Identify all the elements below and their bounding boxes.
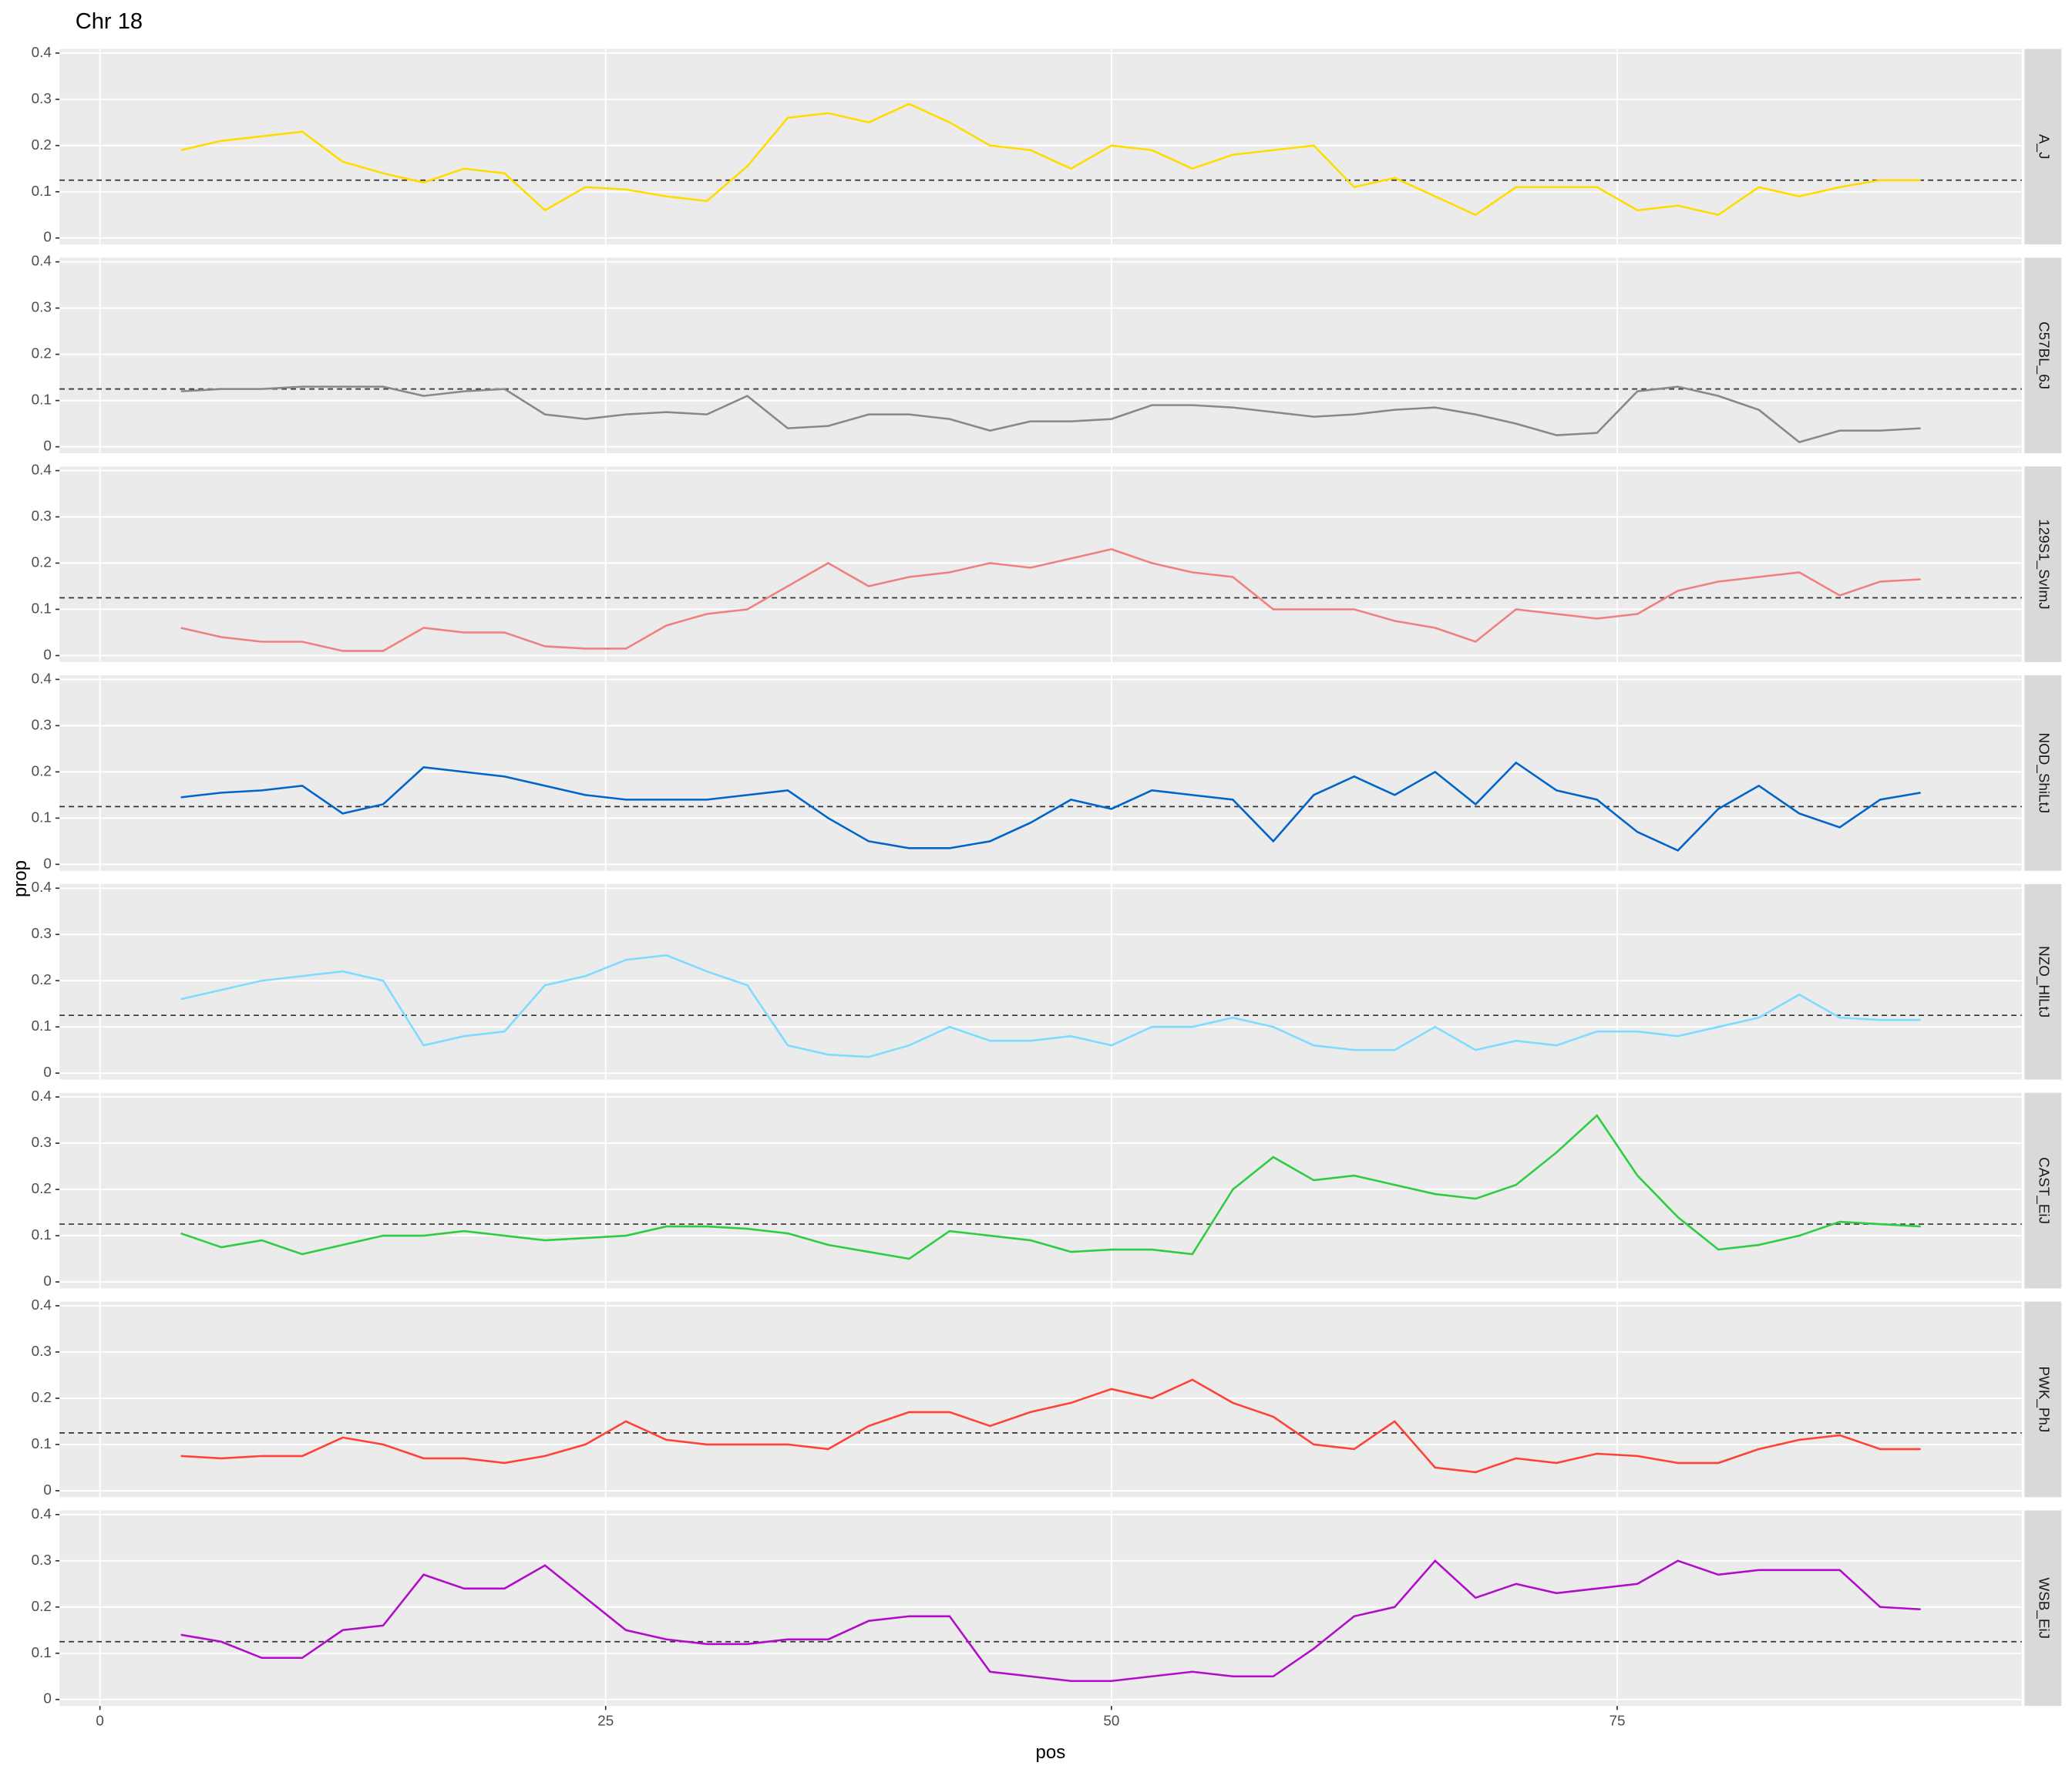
y-tick-label: 0.2 <box>32 136 52 153</box>
y-tick-label: 0 <box>43 1690 51 1707</box>
y-tick-label: 0.1 <box>32 392 52 408</box>
y-tick-label: 0 <box>43 646 51 662</box>
strip-label: NZO_HlLtJ <box>2035 946 2052 1018</box>
y-tick-label: 0.1 <box>32 1435 52 1451</box>
y-tick-label: 0.2 <box>32 1389 52 1405</box>
strip <box>2024 49 2062 245</box>
y-tick-label: 0.4 <box>32 1505 52 1522</box>
y-tick-label: 0.4 <box>32 879 52 895</box>
strip <box>2024 466 2062 662</box>
x-tick-label: 0 <box>96 1713 103 1729</box>
y-tick-label: 0.1 <box>32 1644 52 1660</box>
y-tick-label: 0.2 <box>32 971 52 987</box>
strip <box>2024 1092 2062 1289</box>
series-line <box>180 1378 1921 1474</box>
y-tick-label: 0 <box>43 229 51 245</box>
strip <box>2024 257 2062 453</box>
series-line <box>180 1114 1921 1260</box>
y-tick-label: 0.3 <box>32 925 52 941</box>
panel <box>59 1301 2022 1498</box>
strip-label: A_J <box>2035 134 2052 159</box>
strip <box>2024 1301 2062 1498</box>
y-tick-label: 0.1 <box>32 809 52 825</box>
panel <box>59 49 2022 245</box>
x-tick-label: 75 <box>1609 1713 1625 1729</box>
y-tick-label: 0.4 <box>32 44 52 60</box>
y-tick-label: 0.3 <box>32 90 52 106</box>
panel <box>59 257 2022 453</box>
series-line <box>180 1559 1921 1683</box>
panel <box>59 883 2022 1080</box>
x-tick-label: 50 <box>1103 1713 1119 1729</box>
series-line <box>180 954 1921 1058</box>
y-tick-label: 0.2 <box>32 553 52 570</box>
y-tick-label: 0 <box>43 1482 51 1498</box>
y-tick-label: 0.2 <box>32 1180 52 1196</box>
y-tick-label: 0.1 <box>32 600 52 616</box>
panel <box>59 675 2022 871</box>
series-line <box>180 385 1921 444</box>
y-tick-label: 0 <box>43 855 51 871</box>
y-axis-title: prop <box>10 860 31 897</box>
chart-title: Chr 18 <box>76 9 143 34</box>
strip-label: C57BL_6J <box>2035 321 2052 389</box>
panel <box>59 466 2022 662</box>
y-tick-label: 0.4 <box>32 1297 52 1313</box>
y-tick-label: 0.3 <box>32 299 52 315</box>
y-tick-label: 0.3 <box>32 1134 52 1150</box>
y-tick-label: 0 <box>43 1064 51 1080</box>
y-tick-label: 0.2 <box>32 762 52 779</box>
y-tick-label: 0.2 <box>32 345 52 362</box>
strip-label: CAST_EiJ <box>2035 1157 2052 1224</box>
series-line <box>180 548 1921 652</box>
strip-label: NOD_ShiLtJ <box>2035 732 2052 813</box>
x-axis-title: pos <box>1036 1742 1066 1763</box>
y-tick-label: 0.1 <box>32 183 52 199</box>
panel <box>59 1092 2022 1289</box>
y-tick-label: 0 <box>43 1273 51 1289</box>
y-tick-label: 0.3 <box>32 716 52 732</box>
series-line <box>180 103 1921 217</box>
y-tick-label: 0.4 <box>32 670 52 686</box>
y-tick-label: 0.4 <box>32 1088 52 1104</box>
y-tick-label: 0.1 <box>32 1018 52 1034</box>
y-tick-label: 0.1 <box>32 1226 52 1243</box>
strip-label: 129S1_SvImJ <box>2035 519 2052 609</box>
strip-label: WSB_EiJ <box>2035 1577 2052 1639</box>
y-tick-label: 0.4 <box>32 253 52 269</box>
series-line <box>180 761 1921 852</box>
y-tick-label: 0.3 <box>32 508 52 524</box>
x-tick-label: 25 <box>597 1713 614 1729</box>
y-tick-label: 0 <box>43 438 51 454</box>
panel <box>59 1510 2022 1707</box>
strip <box>2024 675 2062 871</box>
y-tick-label: 0.4 <box>32 462 52 478</box>
y-tick-label: 0.3 <box>32 1552 52 1568</box>
y-tick-label: 0.2 <box>32 1598 52 1614</box>
strip-label: PWK_PhJ <box>2035 1366 2052 1432</box>
strip <box>2024 883 2062 1080</box>
y-tick-label: 0.3 <box>32 1343 52 1359</box>
strip <box>2024 1510 2062 1707</box>
